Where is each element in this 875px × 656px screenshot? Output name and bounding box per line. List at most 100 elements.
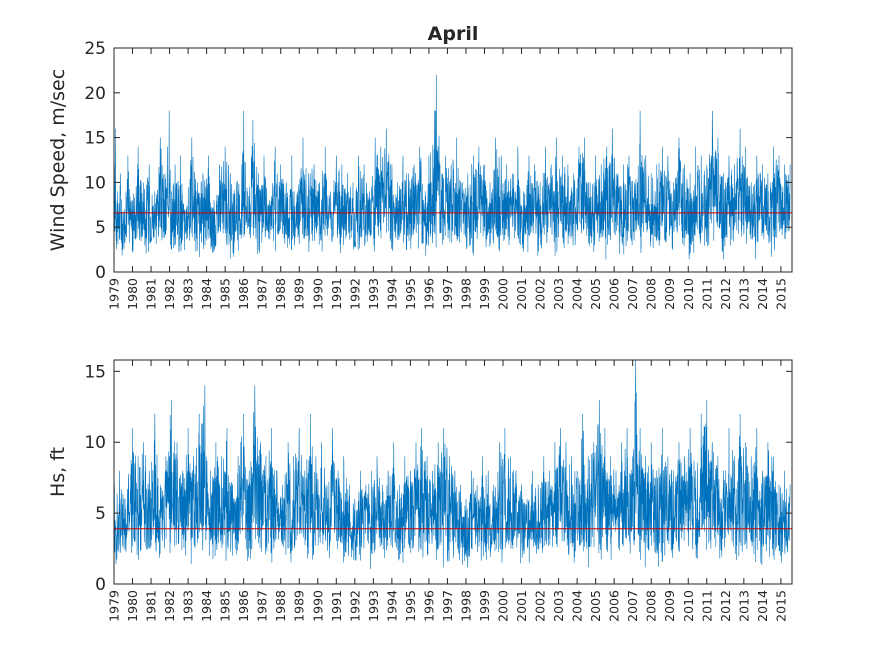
x-tick-label: 1989 [292, 278, 307, 310]
x-tick-label: 2004 [570, 278, 585, 310]
x-tick-label: 1991 [329, 278, 344, 310]
x-tick-label: 1980 [125, 278, 140, 310]
x-tick-label: 1995 [403, 590, 418, 622]
x-tick-label: 2008 [644, 590, 659, 622]
x-tick-label: 2010 [681, 278, 696, 310]
x-tick-label: 2003 [551, 590, 566, 622]
x-tick-label: 1988 [273, 278, 288, 310]
series-line [114, 359, 791, 570]
y-tick-label: 15 [84, 129, 106, 149]
y-axis-label: Wind Speed, m/sec [47, 69, 69, 251]
x-tick-label: 1994 [384, 278, 399, 310]
x-tick-label: 1989 [292, 590, 307, 622]
x-tick-label: 1996 [421, 590, 436, 622]
y-axis-label: Hs, ft [47, 447, 69, 497]
y-ticks: 0 5 10 15 20 25 [84, 39, 792, 283]
x-tick-label: 1994 [384, 590, 399, 622]
plot-area [113, 47, 793, 273]
x-tick-label: 2005 [588, 590, 603, 622]
x-tick-label: 2006 [607, 278, 622, 310]
x-tick-label: 1980 [125, 590, 140, 622]
x-tick-label: 1986 [236, 278, 251, 310]
x-tick-label: 1982 [162, 278, 177, 310]
x-tick-label: 2007 [625, 278, 640, 310]
x-tick-label: 1987 [255, 590, 270, 622]
x-tick-label: 1983 [181, 590, 196, 622]
y-tick-label: 0 [95, 575, 106, 595]
x-tick-label: 1985 [218, 590, 233, 622]
x-tick-label: 2007 [625, 590, 640, 622]
plot-area [113, 359, 793, 585]
x-tick-label: 1985 [218, 278, 233, 310]
x-tick-label: 1987 [255, 278, 270, 310]
x-tick-label: 2013 [736, 278, 751, 310]
y-tick-label: 15 [84, 362, 106, 382]
x-tick-label: 1999 [477, 278, 492, 310]
x-tick-label: 1999 [477, 590, 492, 622]
x-tick-label: 1988 [273, 590, 288, 622]
x-tick-label: 2010 [681, 590, 696, 622]
x-tick-label: 1986 [236, 590, 251, 622]
x-tick-label: 2014 [755, 590, 770, 622]
x-tick-label: 2012 [718, 590, 733, 622]
x-tick-label: 2011 [699, 590, 714, 622]
x-ticks: 1979 1980 1981 1982 1983 1984 1985 1986 1987 1988… [107, 48, 788, 310]
x-tick-label: 2001 [514, 278, 529, 310]
x-tick-label: 1991 [329, 590, 344, 622]
x-tick-label: 2012 [718, 278, 733, 310]
x-tick-label: 1990 [310, 278, 325, 310]
x-tick-label: 1990 [310, 590, 325, 622]
y-tick-label: 10 [84, 433, 106, 453]
series-line [114, 74, 791, 260]
x-ticks: 1979 1980 1981 1982 1983 1984 1985 1986 1987 1988… [107, 360, 788, 622]
y-tick-label: 25 [84, 39, 106, 59]
y-tick-label: 5 [95, 218, 106, 238]
x-tick-label: 1993 [366, 590, 381, 622]
x-tick-label: 2009 [662, 278, 677, 310]
x-tick-label: 1998 [459, 278, 474, 310]
x-tick-label: 1979 [107, 278, 122, 310]
y-tick-label: 20 [84, 84, 106, 104]
x-tick-label: 2002 [533, 590, 548, 622]
x-tick-label: 1981 [144, 590, 159, 622]
x-tick-label: 2002 [533, 278, 548, 310]
x-tick-label: 1993 [366, 278, 381, 310]
y-ticks: 0 5 10 15 [84, 362, 792, 595]
x-tick-label: 2000 [496, 590, 511, 622]
x-tick-label: 1995 [403, 278, 418, 310]
x-tick-label: 1997 [440, 278, 455, 310]
x-tick-label: 2014 [755, 278, 770, 310]
y-tick-label: 0 [95, 263, 106, 283]
y-tick-label: 5 [95, 504, 106, 524]
x-tick-label: 1996 [421, 278, 436, 310]
x-tick-label: 2015 [773, 590, 788, 622]
x-tick-label: 1997 [440, 590, 455, 622]
x-tick-label: 2006 [607, 590, 622, 622]
x-tick-label: 2009 [662, 590, 677, 622]
x-tick-label: 2008 [644, 278, 659, 310]
hs-series [114, 359, 791, 570]
x-tick-label: 1992 [347, 278, 362, 310]
x-tick-label: 1982 [162, 590, 177, 622]
x-tick-label: 2011 [699, 278, 714, 310]
x-tick-label: 2004 [570, 590, 585, 622]
x-tick-label: 2005 [588, 278, 603, 310]
x-tick-label: 2003 [551, 278, 566, 310]
x-tick-label: 2015 [773, 278, 788, 310]
x-tick-label: 1998 [459, 590, 474, 622]
chart-title: April [428, 23, 479, 45]
wind-speed-series [114, 74, 791, 260]
x-tick-label: 1979 [107, 590, 122, 622]
x-tick-label: 1984 [199, 590, 214, 622]
x-tick-label: 1984 [199, 278, 214, 310]
y-tick-label: 10 [84, 173, 106, 193]
x-tick-label: 2013 [736, 590, 751, 622]
x-tick-label: 2000 [496, 278, 511, 310]
x-tick-label: 1992 [347, 590, 362, 622]
x-tick-label: 1983 [181, 278, 196, 310]
x-tick-label: 2001 [514, 590, 529, 622]
x-tick-label: 1981 [144, 278, 159, 310]
